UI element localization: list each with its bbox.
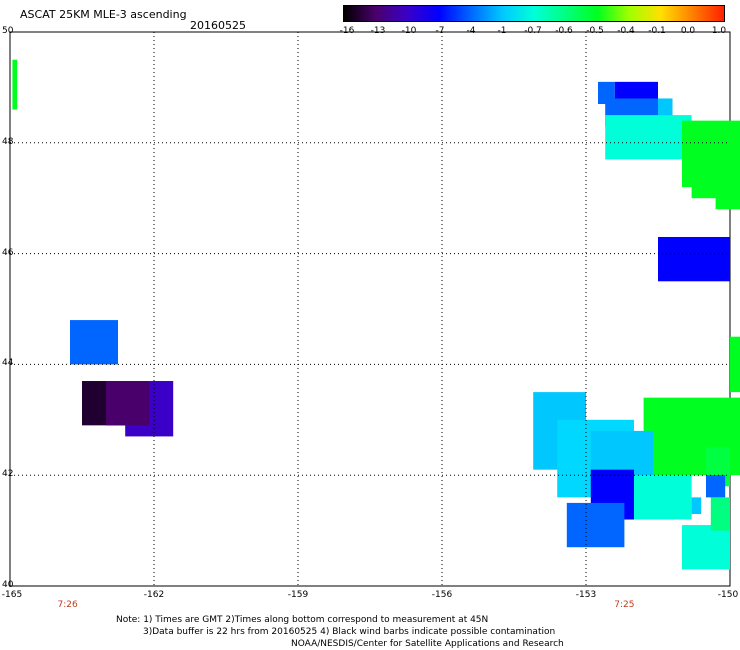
latitude-label: 46 (2, 247, 14, 258)
wind-cell (706, 475, 726, 498)
longitude-label: -165 (1, 590, 23, 600)
time-label: 7:25 (614, 600, 635, 610)
colorbar-tick: -16 (339, 26, 355, 36)
wind-cell (710, 497, 730, 531)
note-line-3: NOAA/NESDIS/Center for Satellite Applica… (291, 639, 564, 649)
product-date: 20160525 (190, 19, 246, 32)
wind-cell (682, 120, 740, 188)
latitude-label: 42 (2, 469, 14, 480)
colorbar-tick: -13 (370, 26, 386, 36)
note-line-2: 3)Data buffer is 22 hrs from 20160525 4)… (143, 627, 556, 637)
wind-cell (682, 525, 730, 570)
colorbar-tick: -1 (497, 26, 507, 36)
wind-cell (658, 98, 673, 116)
latitude-label: 44 (2, 358, 14, 369)
longitude-label: -150 (717, 590, 739, 600)
time-label: 7:26 (57, 600, 78, 610)
latitude-label: 50 (2, 26, 14, 36)
longitude-label: -153 (575, 590, 597, 600)
product-title: ASCAT 25KM MLE-3 ascending (20, 8, 187, 21)
latitude-label: 48 (2, 136, 14, 147)
longitude-label: -156 (431, 590, 453, 600)
colorbar-tick: -0.1 (648, 26, 666, 36)
map-frame (9, 31, 731, 587)
wind-cell (70, 320, 118, 365)
wind-cells (12, 59, 740, 570)
wind-cell (634, 475, 692, 520)
wind-cell (566, 502, 625, 548)
colorbar-tick: -0.6 (555, 26, 573, 36)
colorbar-tick: -4 (466, 26, 476, 36)
longitude-label: -159 (287, 590, 309, 600)
colorbar-tick: -0.5 (586, 26, 604, 36)
colorbar-tick: -10 (401, 26, 417, 36)
latitude-label: 40 (2, 580, 14, 590)
colorbar-tick: -7 (435, 26, 445, 36)
grid-lines (10, 32, 730, 586)
wind-cell (691, 497, 702, 514)
colorbar-tick: -0.4 (617, 26, 635, 36)
colorbar-tick: 1.0 (711, 26, 727, 36)
wind-cell (730, 336, 740, 393)
longitude-label: -162 (143, 590, 165, 600)
wind-cell (715, 181, 740, 210)
wind-cell (106, 381, 150, 426)
colorbar (343, 5, 725, 22)
wind-cell (658, 236, 730, 282)
colorbar-tick: 0.0 (680, 26, 696, 36)
colorbar-tick: -0.7 (524, 26, 542, 36)
note-line-1: Note: 1) Times are GMT 2)Times along bot… (116, 615, 489, 625)
wind-cell (12, 59, 18, 110)
wind-cell (605, 115, 692, 160)
